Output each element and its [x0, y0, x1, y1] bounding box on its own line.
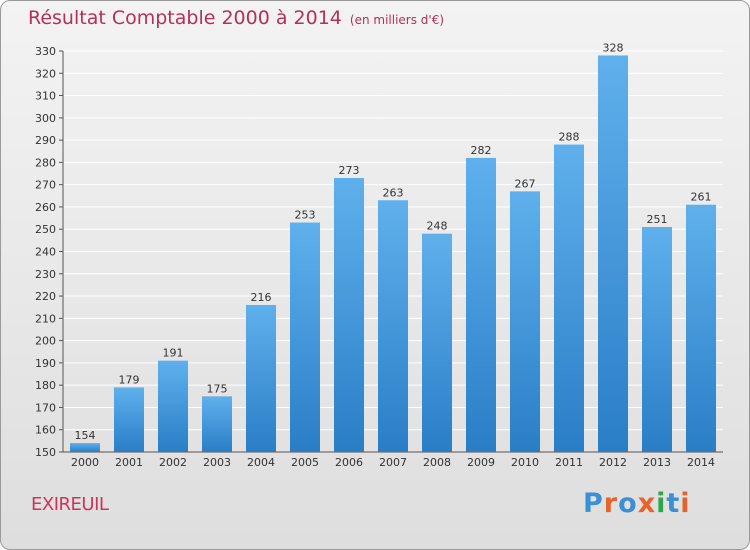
y-tick-label: 310: [35, 90, 56, 103]
data-label: 263: [383, 186, 404, 199]
bar-2004: [246, 304, 276, 452]
logo-letter: o: [618, 488, 638, 519]
logo-letter: t: [666, 488, 681, 519]
data-label: 253: [295, 209, 316, 222]
bar-2014: [686, 204, 716, 452]
commune-name: EXIREUIL: [31, 494, 109, 515]
bar-2010: [510, 191, 540, 452]
x-tick-label: 2001: [115, 456, 143, 469]
x-tick-label: 2003: [203, 456, 231, 469]
data-label: 328: [603, 41, 624, 54]
x-tick-label: 2008: [423, 456, 451, 469]
y-tick-label: 280: [35, 156, 56, 169]
y-tick-label: 200: [35, 335, 56, 348]
bar-2002: [158, 360, 188, 452]
data-label: 154: [75, 429, 96, 442]
data-label: 261: [691, 191, 712, 204]
logo-letter: i: [680, 488, 691, 519]
bar-2003: [202, 396, 232, 452]
chart-title: Résultat Comptable 2000 à 2014 (en millie…: [28, 7, 444, 29]
y-tick-label: 150: [35, 446, 56, 459]
bar-2009: [466, 157, 496, 452]
bar-2013: [642, 226, 672, 452]
bar-2007: [378, 200, 408, 452]
y-tick-label: 190: [35, 357, 56, 370]
data-label: 191: [163, 347, 184, 360]
x-tick-label: 2012: [599, 456, 627, 469]
y-tick-label: 250: [35, 223, 56, 236]
x-tick-label: 2010: [511, 456, 539, 469]
bar-2006: [334, 177, 364, 452]
data-label: 175: [207, 382, 228, 395]
y-tick-label: 320: [35, 67, 56, 80]
data-label: 251: [647, 213, 668, 226]
x-tick-label: 2014: [687, 456, 715, 469]
data-label: 216: [251, 291, 272, 304]
bar-2008: [422, 233, 452, 452]
y-tick-label: 160: [35, 424, 56, 437]
y-tick-label: 260: [35, 201, 56, 214]
chart-subtitle: (en milliers d'€): [349, 13, 445, 27]
x-tick-label: 2004: [247, 456, 275, 469]
y-tick-label: 240: [35, 246, 56, 259]
data-label: 288: [559, 131, 580, 144]
x-tick-label: 2002: [159, 456, 187, 469]
data-label: 248: [427, 220, 448, 233]
y-tick-label: 270: [35, 179, 56, 192]
data-label: 267: [515, 177, 536, 190]
y-tick-label: 220: [35, 290, 56, 303]
x-tick-label: 2009: [467, 456, 495, 469]
y-tick-label: 180: [35, 379, 56, 392]
y-tick-label: 290: [35, 134, 56, 147]
logo-letter: x: [637, 488, 657, 519]
bar-2000: [70, 443, 100, 452]
data-label: 179: [119, 373, 140, 386]
x-tick-labels: 2000 2001 2002 2003 2004 2005 2006 2007 2008 2009…: [71, 456, 715, 469]
bars: [70, 55, 716, 453]
bar-2012: [598, 55, 628, 452]
bar-2011: [554, 144, 584, 453]
y-tick-label: 230: [35, 268, 56, 281]
logo-letter: P: [583, 488, 604, 519]
logo-letter: i: [656, 488, 667, 519]
x-tick-label: 2000: [71, 456, 99, 469]
y-tick-label: 330: [35, 45, 56, 58]
x-tick-label: 2011: [555, 456, 583, 469]
proxiti-logo: Proxiti: [583, 488, 691, 519]
x-tick-label: 2006: [335, 456, 363, 469]
y-tick-labels: 150 160 170 180 190 200 210 220 230 240 250 260 270 2…: [35, 45, 56, 459]
title-text: Résultat Comptable 2000 à 2014: [28, 7, 342, 29]
x-tick-label: 2005: [291, 456, 319, 469]
logo-letter: r: [603, 488, 619, 519]
data-label: 273: [339, 164, 360, 177]
bar-2001: [114, 387, 144, 452]
bar-2005: [290, 222, 320, 452]
data-label: 282: [471, 144, 492, 157]
x-tick-label: 2007: [379, 456, 407, 469]
y-tick-label: 170: [35, 401, 56, 414]
x-tick-label: 2013: [643, 456, 671, 469]
y-tick-label: 300: [35, 112, 56, 125]
data-labels: 154 179 191 175 216 253 273 263 248 282 267 288 328 2…: [75, 41, 712, 442]
y-tick-label: 210: [35, 312, 56, 325]
